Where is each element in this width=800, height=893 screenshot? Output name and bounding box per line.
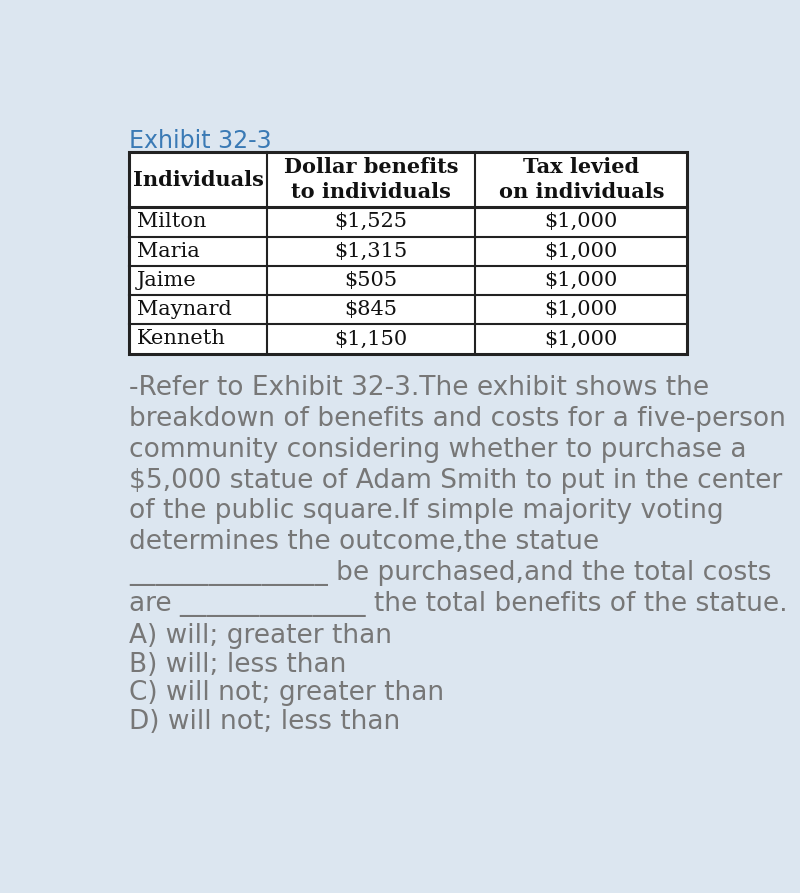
- Text: Maynard: Maynard: [138, 300, 232, 319]
- Text: $1,315: $1,315: [334, 242, 408, 261]
- Text: community considering whether to purchase a: community considering whether to purchas…: [130, 437, 747, 463]
- Bar: [130, 152, 687, 354]
- Text: Dollar benefits
to individuals: Dollar benefits to individuals: [284, 157, 458, 202]
- Text: B) will; less than: B) will; less than: [130, 652, 347, 678]
- Text: $1,525: $1,525: [334, 213, 408, 231]
- Text: are ______________ the total benefits of the statue.: are ______________ the total benefits of…: [130, 591, 788, 617]
- Text: Maria: Maria: [138, 242, 200, 261]
- Text: $845: $845: [345, 300, 398, 319]
- Text: $1,000: $1,000: [545, 300, 618, 319]
- Text: Exhibit 32-3: Exhibit 32-3: [130, 129, 272, 153]
- Text: Individuals: Individuals: [133, 170, 264, 189]
- Text: $1,000: $1,000: [545, 330, 618, 348]
- Text: C) will not; greater than: C) will not; greater than: [130, 680, 445, 706]
- Text: Jaime: Jaime: [138, 271, 197, 290]
- Text: determines the outcome,the statue: determines the outcome,the statue: [130, 530, 599, 555]
- Text: breakdown of benefits and costs for a five-person: breakdown of benefits and costs for a fi…: [130, 406, 786, 432]
- Text: Tax levied
on individuals: Tax levied on individuals: [498, 157, 664, 202]
- Text: $1,000: $1,000: [545, 271, 618, 290]
- Text: $1,000: $1,000: [545, 213, 618, 231]
- Text: of the public square.If simple majority voting: of the public square.If simple majority …: [130, 498, 724, 524]
- Text: D) will not; less than: D) will not; less than: [130, 708, 401, 735]
- Text: Milton: Milton: [138, 213, 206, 231]
- Text: $5,000 statue of Adam Smith to put in the center: $5,000 statue of Adam Smith to put in th…: [130, 468, 782, 494]
- Text: _______________ be purchased,and the total costs: _______________ be purchased,and the tot…: [130, 560, 772, 586]
- Text: $1,150: $1,150: [334, 330, 408, 348]
- Text: -Refer to Exhibit 32-3.The exhibit shows the: -Refer to Exhibit 32-3.The exhibit shows…: [130, 375, 710, 401]
- Text: Kenneth: Kenneth: [138, 330, 226, 348]
- Text: $1,000: $1,000: [545, 242, 618, 261]
- Text: $505: $505: [345, 271, 398, 290]
- Text: A) will; greater than: A) will; greater than: [130, 623, 393, 649]
